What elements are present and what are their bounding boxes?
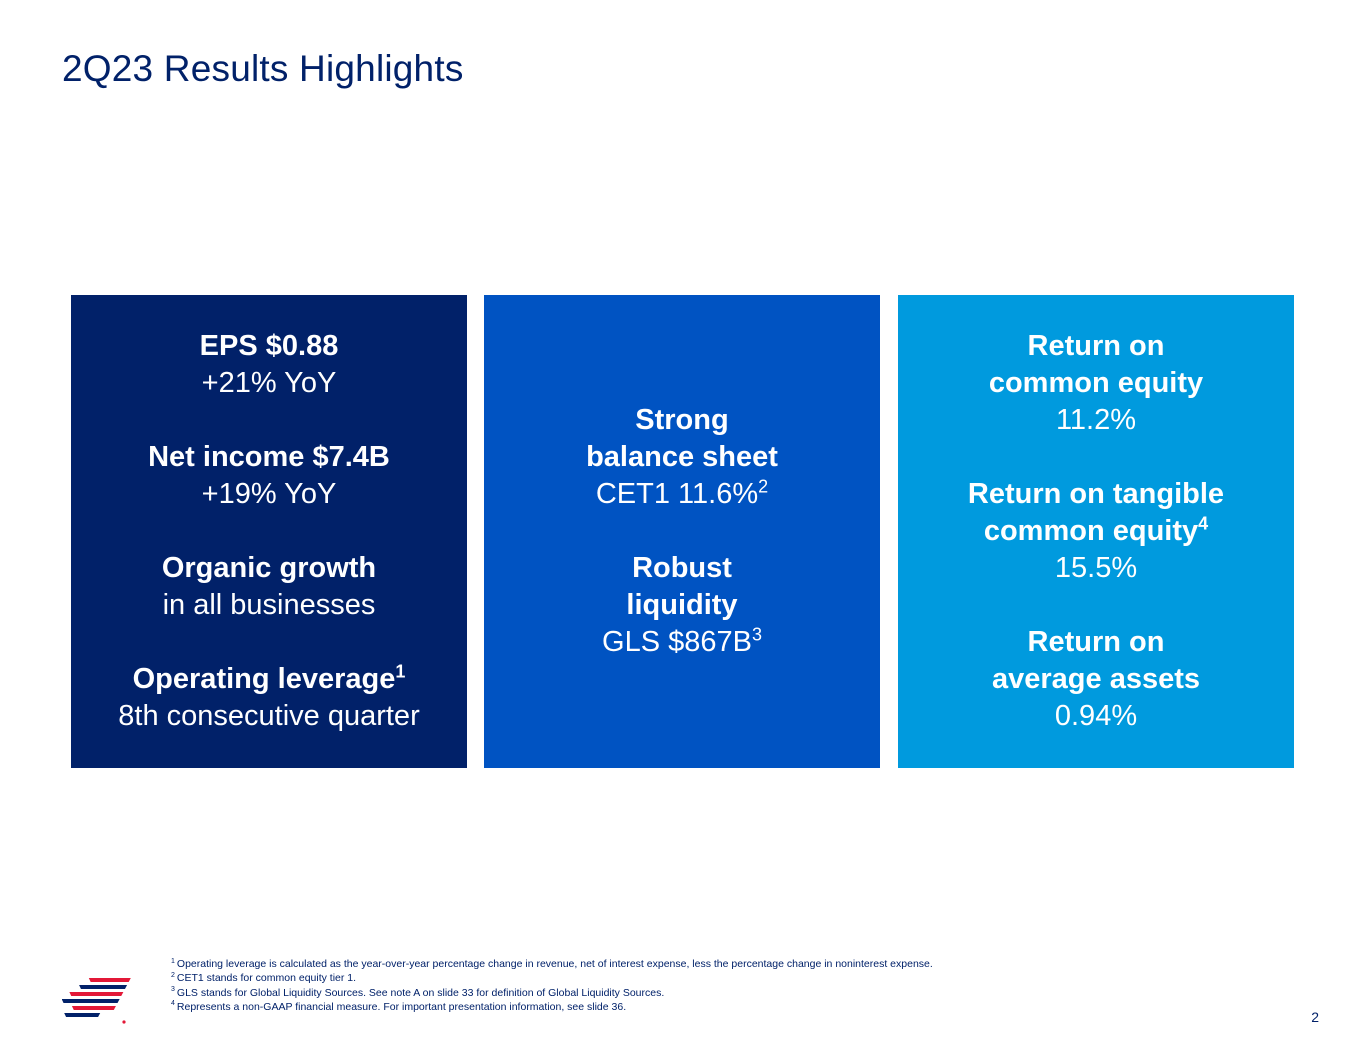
footnote-2: 2 CET1 stands for common equity tier 1. [171, 971, 933, 985]
page-number: 2 [1311, 1009, 1319, 1025]
roaa-heading-line2: average assets [992, 663, 1200, 695]
rotce-heading-line2-text: common equity [983, 515, 1199, 547]
eps-sub: +21% YoY [201, 367, 337, 399]
eps-heading: EPS $0.88 [199, 330, 339, 362]
gls-value-text: GLS $867B [602, 626, 752, 658]
footnote-ref-4: 4 [1198, 513, 1209, 534]
liquidity-group: Robust liquidity GLS $867B3 [602, 550, 762, 661]
balance-sheet-panel: Strong balance sheet CET1 11.6%2 Robust … [484, 295, 880, 768]
roaa-value: 0.94% [1054, 700, 1138, 732]
balance-sheet-heading-line1: Strong [635, 404, 729, 436]
rotce-group: Return on tangible common equity4 15.5% [968, 476, 1224, 587]
organic-growth-group: Organic growth in all businesses [162, 550, 376, 624]
eps-group: EPS $0.88 +21% YoY [200, 328, 339, 402]
liquidity-heading-line1: Robust [632, 552, 732, 584]
cet1-value-text: CET1 11.6% [595, 478, 759, 510]
footnote-ref-2: 2 [758, 476, 769, 497]
returns-panel: Return on common equity 11.2% Return on … [898, 295, 1294, 768]
roaa-group: Return on average assets 0.94% [992, 624, 1200, 735]
gls-value: GLS $867B3 [602, 624, 762, 661]
footnote-1-text: Operating leverage is calculated as the … [176, 958, 933, 970]
footnote-ref-3: 3 [751, 624, 762, 645]
operating-leverage-heading-text: Operating leverage [132, 663, 396, 695]
roce-heading-line2: common equity [988, 367, 1204, 399]
operating-leverage-heading: Operating leverage1 [118, 661, 419, 698]
footnote-3-text: GLS stands for Global Liquidity Sources.… [176, 986, 665, 999]
footnote-4-number: 4 [171, 1000, 175, 1008]
balance-sheet-heading-line2: balance sheet [586, 441, 778, 473]
footnote-4: 4 Represents a non-GAAP financial measure… [171, 1000, 933, 1014]
operating-leverage-group: Operating leverage1 8th consecutive quar… [118, 661, 419, 735]
roce-group: Return on common equity 11.2% [989, 328, 1203, 439]
net-income-sub: +19% YoY [201, 478, 337, 510]
page-title: 2Q23 Results Highlights [62, 48, 464, 89]
operating-leverage-sub: 8th consecutive quarter [118, 700, 420, 732]
rotce-heading-line1: Return on tangible [967, 478, 1225, 510]
bank-flag-logo-icon [62, 978, 131, 1024]
organic-growth-sub: in all businesses [162, 589, 376, 621]
roce-value: 11.2% [1055, 404, 1137, 436]
liquidity-heading-line2: liquidity [626, 589, 738, 621]
footnote-2-text: CET1 stands for common equity tier 1. [176, 972, 357, 985]
rotce-value: 15.5% [1054, 552, 1138, 584]
footnote-1-number: 1 [171, 957, 175, 965]
footnote-3: 3 GLS stands for Global Liquidity Sources… [171, 986, 933, 1000]
footnote-3-number: 3 [171, 986, 175, 994]
cet1-value: CET1 11.6%2 [586, 476, 778, 513]
footnote-4-text: Represents a non-GAAP financial measure.… [176, 1000, 627, 1013]
net-income-group: Net income $7.4B +19% YoY [148, 439, 390, 513]
footnote-1: 1 Operating leverage is calculated as the… [171, 957, 933, 971]
footnotes: 1 Operating leverage is calculated as the… [171, 957, 933, 1014]
net-income-heading: Net income $7.4B [148, 441, 390, 473]
roce-heading-line1: Return on [1027, 330, 1165, 362]
roaa-heading-line1: Return on [1027, 626, 1165, 658]
footnote-2-number: 2 [171, 971, 175, 979]
organic-growth-heading: Organic growth [161, 552, 377, 584]
eps-highlight-panel: EPS $0.88 +21% YoY Net income $7.4B +19%… [71, 295, 467, 768]
footnote-ref-1: 1 [395, 661, 406, 682]
balance-sheet-group: Strong balance sheet CET1 11.6%2 [586, 402, 778, 513]
rotce-heading-line2: common equity4 [968, 513, 1224, 550]
